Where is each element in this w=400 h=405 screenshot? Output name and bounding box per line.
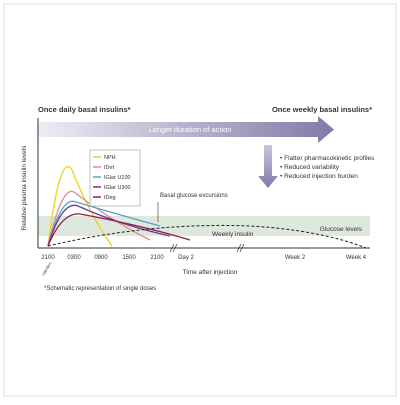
legend-label: IGlar U100 [104, 175, 131, 181]
curve-weekly [47, 224, 367, 249]
down-arrow [258, 145, 278, 188]
arrow-label: Longer duration of action [149, 125, 232, 134]
footnote: *Schematic representation of single dose… [44, 286, 156, 292]
curve-nph [47, 165, 113, 247]
x-label: 1500 [122, 255, 136, 261]
legend-label: NPH [104, 155, 116, 161]
legend-label: IDeg [104, 195, 116, 201]
curve-idet [47, 190, 151, 247]
curve-iglar-u100 [47, 200, 161, 247]
legend-label: IGlar U300 [104, 185, 131, 191]
x-label: Week 2 [285, 255, 306, 261]
frame [3, 3, 397, 397]
weekly-label: Weekly insulin [212, 231, 254, 238]
basal-label: Basal glucose excursions [160, 193, 228, 199]
x-label: Day 2 [178, 255, 194, 261]
benefits: • Flatter pharmacokinetic profiles • Red… [280, 155, 375, 180]
curve-ideg [47, 213, 191, 247]
legend-label: IDet [104, 165, 115, 171]
benefit: • Reduced injection burden [280, 173, 358, 180]
x-label: Week 4 [346, 255, 367, 261]
y-axis-label: Relative plasma insulin levels [21, 145, 28, 231]
header-left: Once daily basal insulins* [38, 105, 131, 114]
injection-label: Injection [41, 261, 53, 276]
x-labels: 2100 0300 0900 1500 2100 Day 2 Week 2 We… [41, 255, 366, 261]
axis-breaks [169, 243, 245, 253]
glucose-label: Glucose levels [320, 226, 363, 233]
benefit: • Flatter pharmacokinetic profiles [280, 155, 375, 162]
benefit: • Reduced variability [280, 164, 340, 171]
x-label: 0300 [67, 255, 81, 261]
x-label: 2100 [41, 255, 55, 261]
x-label: 0900 [94, 255, 108, 261]
header-right: Once weekly basal insulins* [272, 105, 372, 114]
x-label: 2100 [150, 255, 164, 261]
duration-arrow [38, 116, 334, 143]
legend-items: NPH IDet IGlar U100 IGlar U300 IDeg [93, 155, 131, 201]
x-axis-label: Time after injection [183, 269, 238, 276]
